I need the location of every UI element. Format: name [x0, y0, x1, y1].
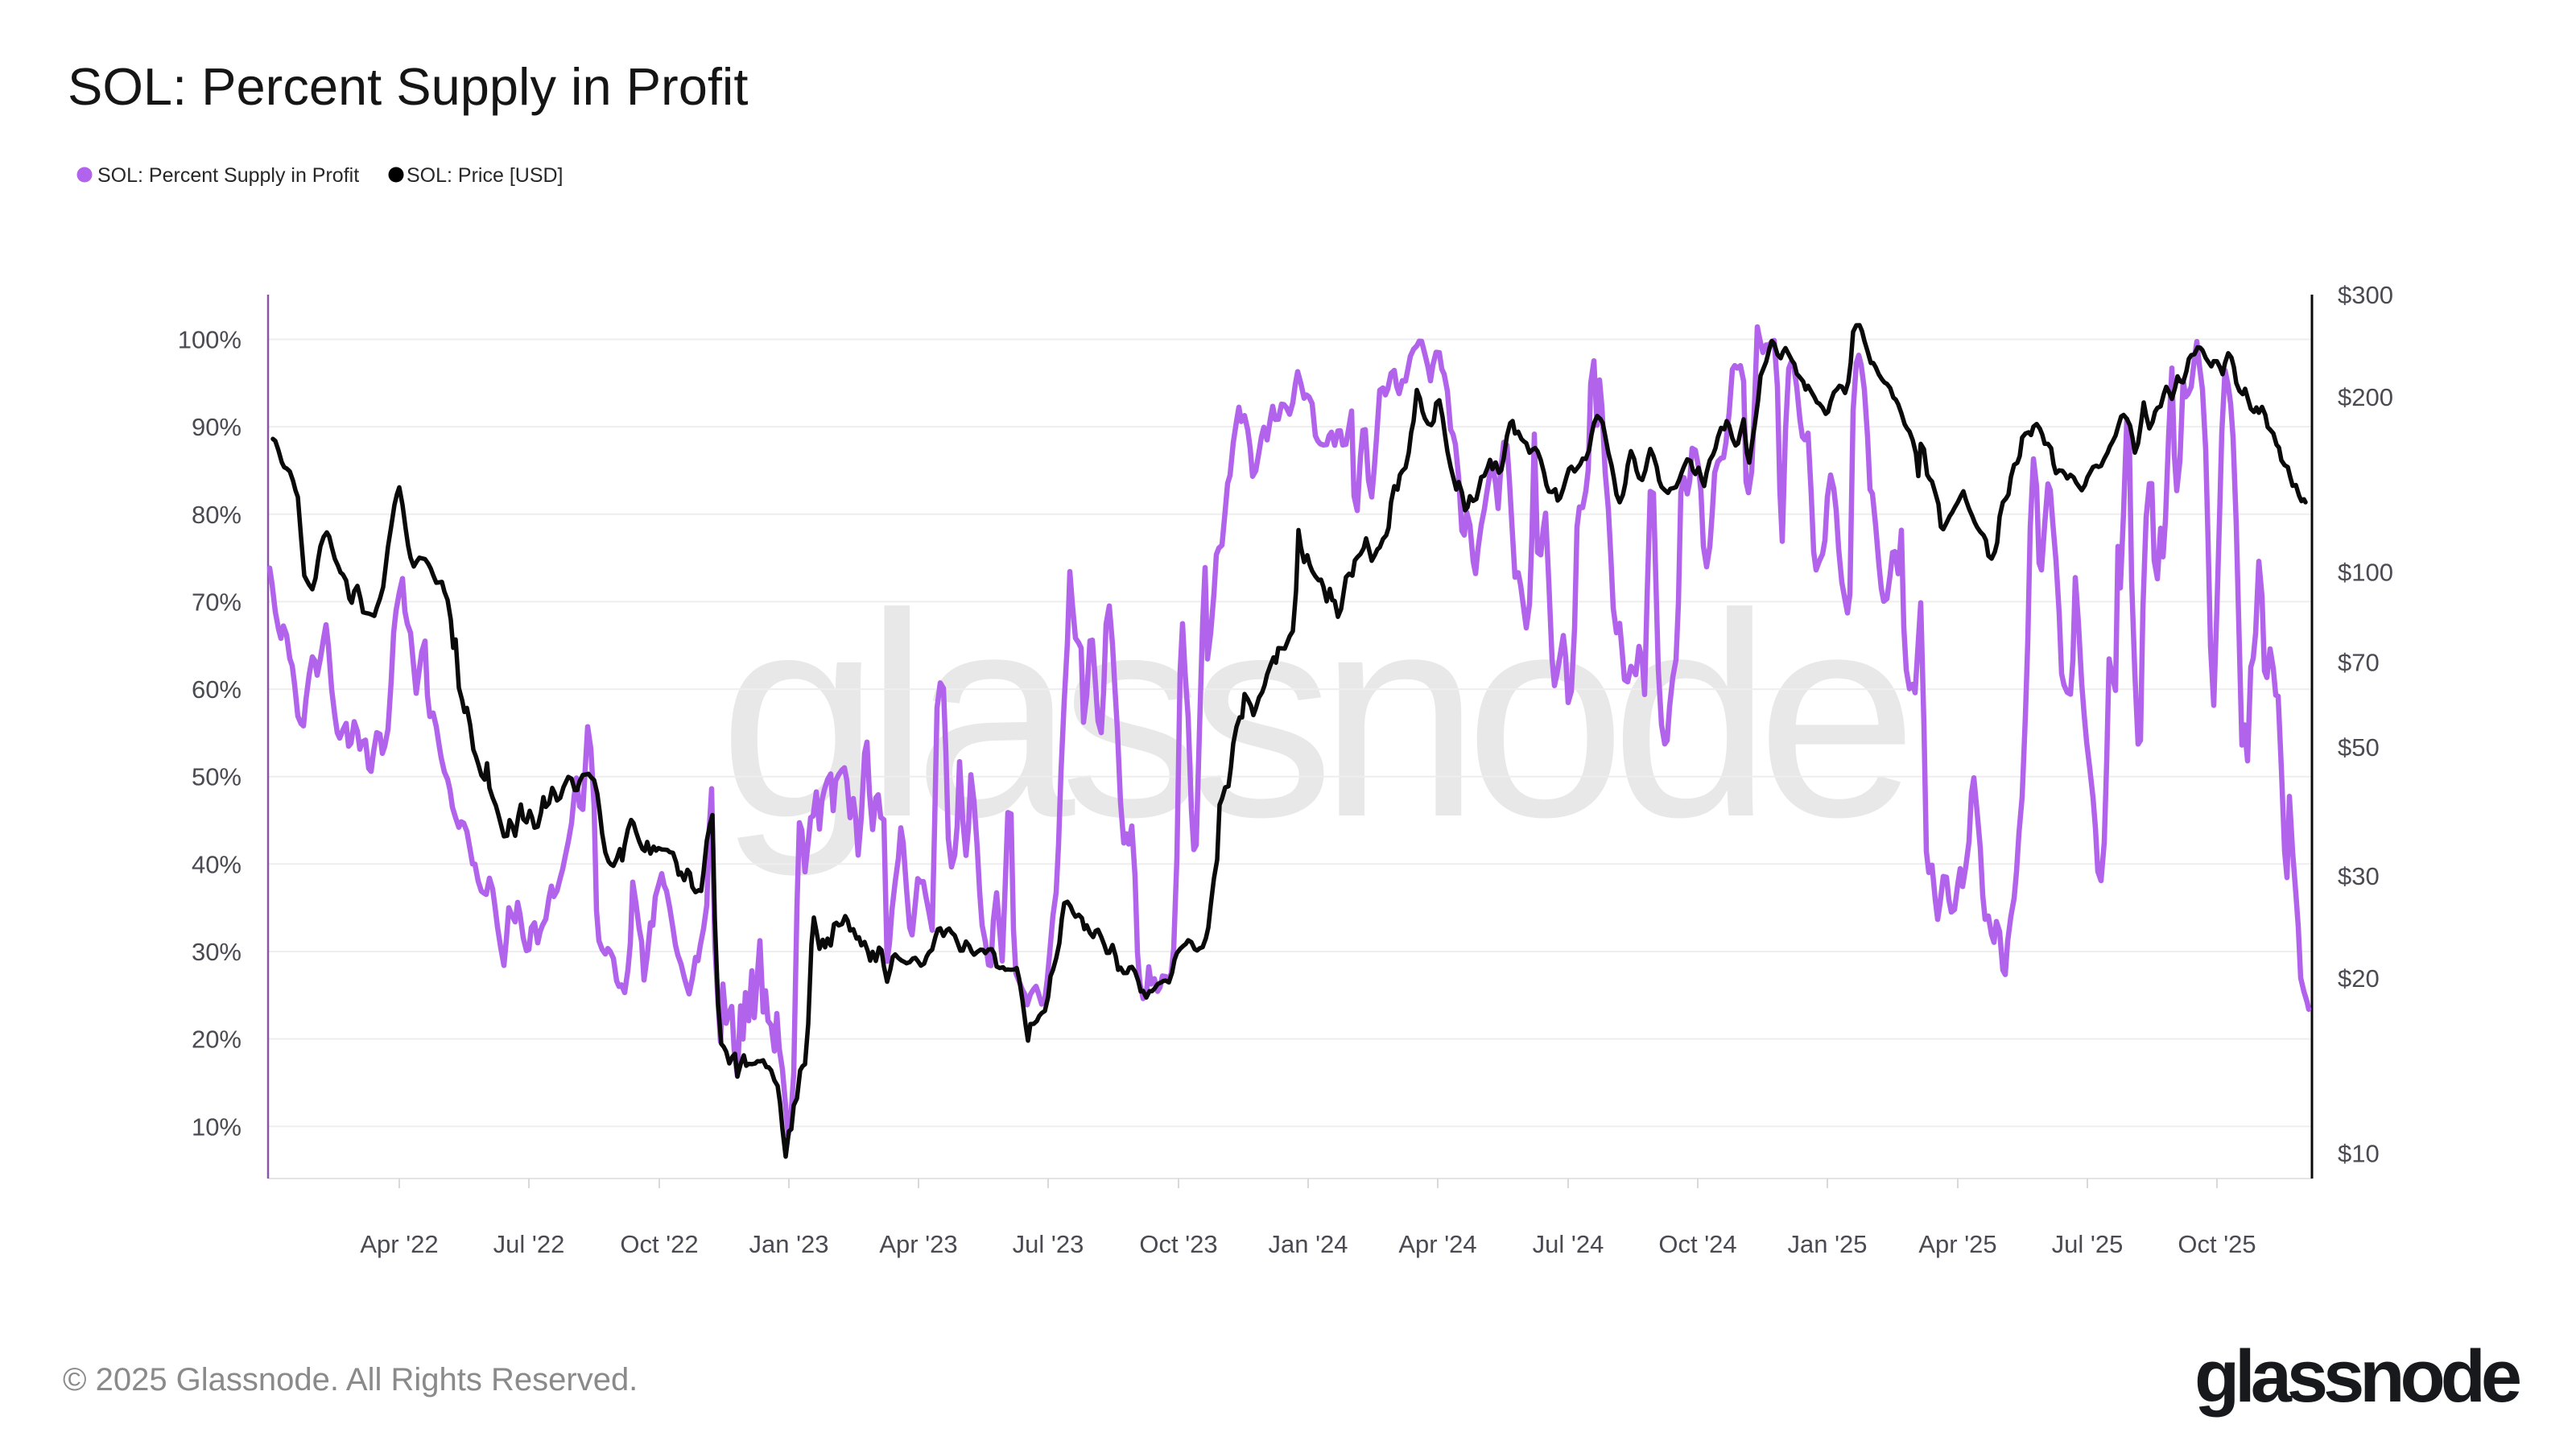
svg-text:glassnode: glassnode	[2194, 1335, 2520, 1418]
svg-text:$10: $10	[2338, 1140, 2380, 1168]
svg-text:60%: 60%	[192, 675, 242, 704]
svg-text:80%: 80%	[192, 501, 242, 529]
svg-text:SOL: Percent Supply in Profit: SOL: Percent Supply in Profit	[68, 57, 748, 116]
svg-text:10%: 10%	[192, 1113, 242, 1141]
svg-text:70%: 70%	[192, 588, 242, 616]
svg-text:$100: $100	[2338, 559, 2393, 587]
svg-text:Oct '24: Oct '24	[1658, 1230, 1736, 1258]
svg-text:40%: 40%	[192, 850, 242, 878]
svg-text:Jul '23: Jul '23	[1013, 1230, 1084, 1258]
svg-text:Apr '25: Apr '25	[1918, 1230, 1996, 1258]
svg-text:Oct '23: Oct '23	[1139, 1230, 1217, 1258]
svg-text:Jul '22: Jul '22	[493, 1230, 565, 1258]
svg-text:$70: $70	[2338, 648, 2380, 676]
svg-text:Jan '24: Jan '24	[1269, 1230, 1348, 1258]
svg-text:Apr '23: Apr '23	[879, 1230, 957, 1258]
svg-text:Apr '22: Apr '22	[360, 1230, 438, 1258]
svg-text:Oct '22: Oct '22	[620, 1230, 698, 1258]
svg-text:30%: 30%	[192, 938, 242, 966]
svg-text:Jan '25: Jan '25	[1788, 1230, 1868, 1258]
svg-text:Apr '24: Apr '24	[1398, 1230, 1476, 1258]
svg-text:Jul '25: Jul '25	[2052, 1230, 2124, 1258]
svg-text:© 2025 Glassnode. All Rights R: © 2025 Glassnode. All Rights Reserved.	[63, 1362, 638, 1397]
svg-text:$50: $50	[2338, 733, 2380, 762]
svg-text:Oct '25: Oct '25	[2178, 1230, 2256, 1258]
svg-text:50%: 50%	[192, 763, 242, 791]
svg-text:100%: 100%	[178, 326, 242, 354]
svg-text:$20: $20	[2338, 964, 2380, 993]
svg-text:SOL: Price [USD]: SOL: Price [USD]	[407, 164, 564, 187]
svg-text:$30: $30	[2338, 862, 2380, 890]
svg-text:$200: $200	[2338, 383, 2393, 411]
svg-text:20%: 20%	[192, 1026, 242, 1054]
svg-text:Jan '23: Jan '23	[749, 1230, 829, 1258]
svg-text:90%: 90%	[192, 413, 242, 441]
svg-text:SOL: Percent Supply in Profit: SOL: Percent Supply in Profit	[97, 164, 359, 187]
svg-text:Jul '24: Jul '24	[1533, 1230, 1604, 1258]
svg-text:glassnode: glassnode	[719, 554, 1906, 879]
svg-text:$300: $300	[2338, 281, 2393, 309]
